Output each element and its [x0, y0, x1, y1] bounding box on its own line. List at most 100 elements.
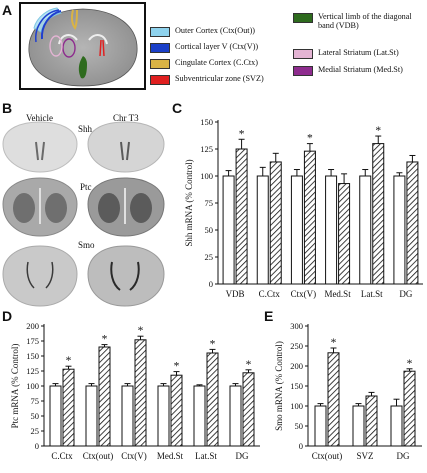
bar-vehicle — [352, 405, 365, 447]
panel-label-a: A — [2, 2, 13, 18]
y-tick-label: 150 — [290, 381, 303, 391]
bar-t3 — [303, 150, 316, 285]
significance-asterisk: * — [407, 358, 413, 370]
legend-label: Outer Cortex (Ctx(Out)) — [175, 26, 256, 35]
significance-asterisk: * — [331, 337, 337, 349]
x-tick-label: Ctx(out) — [83, 451, 114, 461]
y-tick-label: 50 — [31, 411, 40, 421]
y-tick-label: 50 — [295, 421, 304, 431]
y-tick-label: 175 — [26, 336, 39, 346]
bar-t3 — [327, 352, 340, 447]
legend-swatch — [293, 13, 313, 23]
bar-vehicle — [157, 385, 170, 447]
x-tick-label: Ctx(V) — [121, 451, 147, 461]
x-tick-label: DG — [399, 289, 412, 299]
bar-vehicle — [193, 385, 206, 447]
legend-label: Vertical limb of the diagonal band (VDB) — [318, 12, 412, 31]
bar-t3 — [206, 352, 219, 447]
bar-t3 — [406, 161, 419, 285]
chart-d: Ptc mRNA (% Control) 0 25 50 75 100 125 150 175 2… — [10, 321, 260, 461]
bar-t3 — [338, 183, 351, 285]
bar-t3 — [62, 368, 75, 447]
legend-swatch — [150, 27, 170, 37]
y-tick-label: 125 — [200, 144, 213, 154]
bar-vehicle — [314, 405, 327, 447]
legend-swatch — [150, 43, 170, 53]
bar-vehicle — [256, 175, 269, 285]
significance-asterisk: * — [210, 338, 216, 350]
legend-item: Subventricular zone (SVZ) — [150, 74, 264, 85]
bar-vehicle — [229, 385, 242, 447]
legend-swatch — [150, 59, 170, 69]
x-tick-label: Ctx(out) — [312, 451, 343, 461]
bar-vehicle — [85, 385, 98, 447]
row-label-smo: Smo — [78, 240, 95, 250]
y-tick-label: 100 — [290, 401, 303, 411]
y-tick-label: 100 — [200, 171, 213, 181]
legend-label: Lateral Striatum (Lat.St) — [318, 48, 399, 57]
y-tick-label: 25 — [31, 426, 40, 436]
region-legend: Outer Cortex (Ctx(Out)) Cortical layer V… — [150, 4, 422, 94]
chart-c: Shh mRNA (% Control) 0 25 50 75 100 125 150 * VDB… — [184, 117, 423, 299]
y-tick-label: 25 — [205, 252, 214, 262]
bar-vehicle — [121, 385, 134, 447]
y-tick-label: 200 — [290, 361, 303, 371]
brain-section-image — [19, 2, 146, 90]
legend-item: Vertical limb of the diagonal band (VDB) — [293, 12, 421, 31]
y-axis-label: Shh mRNA (% Control) — [184, 159, 194, 246]
legend-swatch — [150, 75, 170, 85]
row-label-ptc: Ptc — [80, 182, 92, 192]
bar-vehicle — [390, 405, 403, 447]
legend-swatch — [293, 66, 313, 76]
vehicle-column-label: Vehicle — [26, 113, 53, 123]
legend-label: Medial Striatum (Med.St) — [318, 65, 403, 74]
legend-item: Cingulate Cortex (C.Ctx) — [150, 58, 258, 69]
y-tick-label: 250 — [290, 341, 303, 351]
y-tick-label: 150 — [26, 351, 39, 361]
legend-label: Cortical layer V (Ctx(V)) — [175, 42, 259, 51]
panel-label-c: C — [172, 100, 183, 116]
y-axis-label: Smo mRNA (% Control) — [274, 341, 284, 431]
x-tick-label: Lat.St — [361, 289, 383, 299]
chart-c-container: Shh mRNA (% Control) 0 25 50 75 100 125 150 * VDB… — [174, 112, 427, 312]
bar-t3 — [134, 339, 147, 447]
bar-t3 — [98, 346, 111, 447]
x-tick-label: C.Ctx — [259, 289, 281, 299]
legend-swatch — [293, 49, 313, 59]
y-tick-label: 125 — [26, 366, 39, 376]
y-tick-label: 0 — [299, 441, 303, 451]
bar-vehicle — [290, 175, 303, 285]
panel-label-b: B — [2, 100, 13, 116]
x-tick-label: VDB — [226, 289, 245, 299]
x-tick-label: SVZ — [356, 451, 373, 461]
y-tick-label: 200 — [26, 321, 39, 331]
y-tick-label: 75 — [205, 198, 214, 208]
bar-t3 — [235, 148, 248, 285]
bar-t3 — [170, 374, 183, 447]
row-label-shh: Shh — [78, 124, 93, 134]
bar-vehicle — [325, 175, 338, 285]
bar-vehicle — [222, 175, 235, 285]
brain-region-map — [28, 7, 138, 87]
significance-asterisk: * — [239, 128, 245, 140]
x-tick-label: Ctx(V) — [291, 289, 317, 299]
legend-item: Cortical layer V (Ctx(V)) — [150, 42, 258, 53]
legend-item: Outer Cortex (Ctx(Out)) — [150, 26, 255, 37]
significance-asterisk: * — [246, 359, 252, 371]
y-tick-label: 300 — [290, 321, 303, 331]
bar-t3 — [403, 370, 416, 447]
x-tick-label: C.Ctx — [51, 451, 73, 461]
bar-t3 — [372, 143, 385, 285]
bar-t3 — [242, 372, 255, 447]
y-tick-label: 150 — [200, 117, 213, 127]
significance-asterisk: * — [307, 133, 313, 145]
legend-label: Subventricular zone (SVZ) — [175, 74, 264, 83]
legend-item: Medial Striatum (Med.St) — [293, 65, 403, 76]
y-tick-label: 100 — [26, 381, 39, 391]
y-tick-label: 0 — [35, 441, 39, 451]
y-axis-label: Ptc mRNA (% Control) — [10, 344, 20, 429]
bar-t3 — [365, 395, 378, 447]
in-situ-sections — [0, 112, 170, 317]
significance-asterisk: * — [138, 325, 144, 337]
treated-column-label: Chr T3 — [113, 113, 139, 123]
